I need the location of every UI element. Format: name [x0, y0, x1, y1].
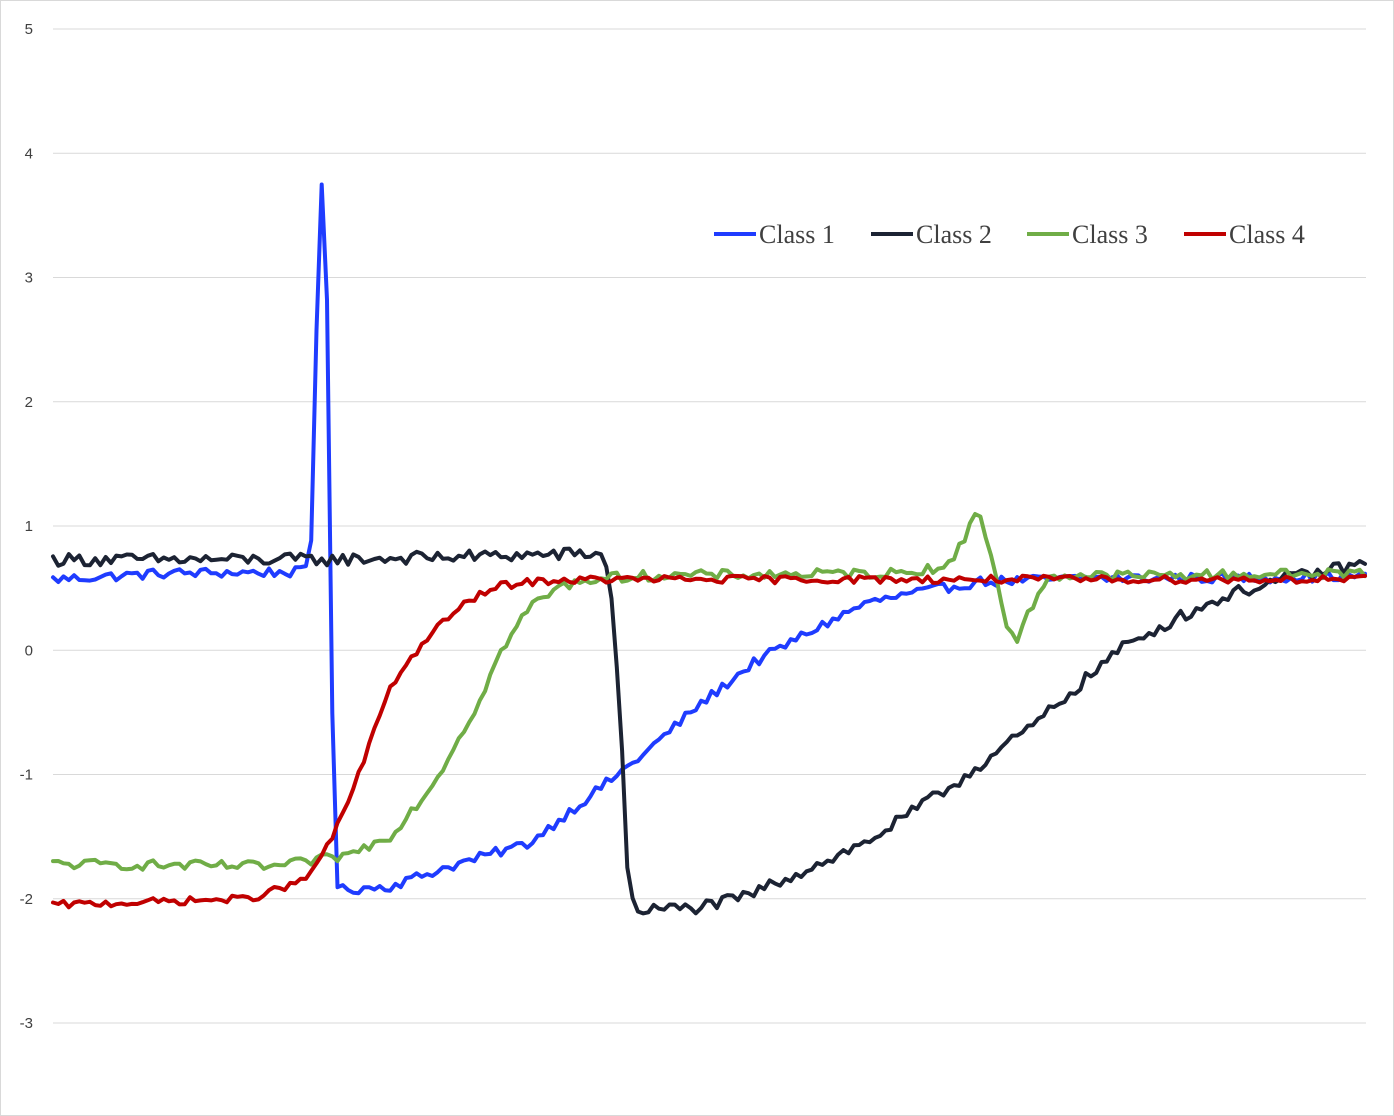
- y-tick-label: 3: [25, 270, 33, 287]
- series-line-class-3: [51, 512, 1367, 872]
- series-layer: [51, 182, 1367, 916]
- y-tick-label: 1: [25, 518, 33, 535]
- y-tick-label: -1: [20, 767, 33, 784]
- y-tick-label: 4: [25, 145, 33, 162]
- legend: Class 1 Class 2 Class 3 Class 4: [714, 220, 1305, 249]
- series-line-class-2: [51, 546, 1367, 916]
- y-tick-label: -2: [20, 891, 33, 908]
- y-axis: 5 4 3 2 1 0 -1 -2 -3: [20, 21, 33, 1032]
- legend-label-class-2: Class 2: [916, 220, 992, 249]
- legend-label-class-3: Class 3: [1072, 220, 1148, 249]
- series-line-class-4: [51, 573, 1367, 910]
- legend-label-class-1: Class 1: [759, 220, 835, 249]
- series-line-class-1: [51, 182, 1367, 896]
- grid-layer: [53, 28, 1366, 1024]
- y-tick-label: 2: [25, 394, 33, 411]
- y-tick-label: -3: [20, 1015, 33, 1032]
- legend-label-class-4: Class 4: [1229, 220, 1305, 249]
- y-tick-label: 0: [25, 642, 33, 659]
- y-tick-label: 5: [25, 21, 33, 38]
